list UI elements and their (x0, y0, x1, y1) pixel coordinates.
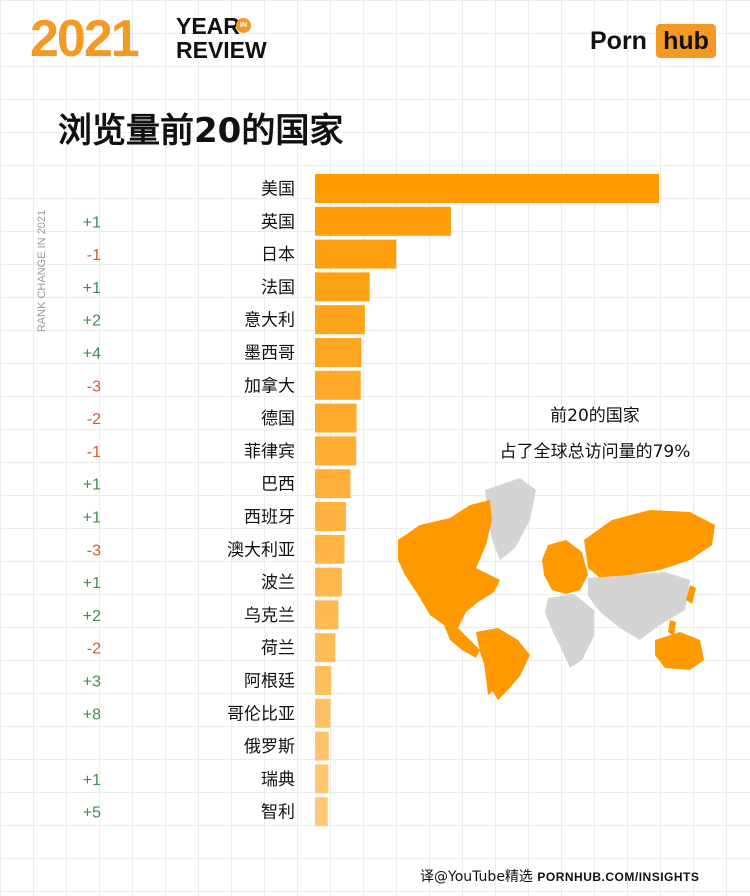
bar-16 (315, 666, 332, 695)
country-label: 法国 (261, 278, 295, 298)
country-label: 日本 (261, 245, 295, 265)
country-label: 乌克兰 (244, 606, 295, 626)
country-label: 瑞典 (261, 770, 295, 790)
rank-change-label: +2 (83, 313, 101, 330)
country-label: 澳大利亚 (227, 540, 295, 560)
bar-6 (315, 338, 362, 367)
country-label: 英国 (261, 212, 295, 232)
country-label: 德国 (261, 409, 295, 429)
country-label: 意大利 (244, 311, 295, 331)
brand-logo-porn: Porn (590, 27, 647, 55)
rank-change-label: +1 (83, 280, 101, 297)
rank-change-label: -1 (87, 444, 101, 461)
rank-change-label: +1 (83, 477, 101, 494)
map-note-line1: 前20的国家 (550, 406, 640, 426)
bar-10 (315, 469, 351, 499)
bar-11 (315, 502, 346, 531)
bar-20 (315, 797, 328, 827)
map-africa (545, 594, 594, 668)
footer-credit: 译@YouTube精选 PORNHUB.COM/INSIGHTS (420, 866, 699, 888)
bar-5 (315, 305, 365, 335)
rank-change-label: -3 (87, 378, 101, 395)
rank-change-label: -3 (87, 542, 101, 559)
bar-1 (315, 174, 659, 203)
rank-change-label: -2 (87, 411, 101, 428)
map-central-america (444, 625, 480, 658)
footer-url: PORNHUB.COM/INSIGHTS (537, 870, 700, 884)
logo-year-in-review: YEAR REVIEW (176, 13, 267, 63)
rank-change-label: +1 (83, 214, 101, 231)
map-philippines (668, 620, 676, 636)
map-note-line2: 占了全球总访问量的79% (499, 442, 691, 462)
logo-in-badge: IN (236, 18, 251, 33)
bar-8 (315, 403, 357, 433)
bar-14 (315, 600, 339, 630)
country-label: 美国 (261, 180, 295, 200)
rank-change-label: +5 (83, 805, 101, 822)
map-greenland (485, 478, 536, 560)
country-label: 俄罗斯 (244, 737, 295, 757)
brand-logo-hub: hub (656, 24, 716, 58)
map-asia (588, 572, 690, 640)
rank-change-label: +3 (83, 674, 101, 691)
country-label: 西班牙 (244, 508, 295, 528)
bar-4 (315, 272, 370, 302)
country-label: 墨西哥 (244, 344, 295, 364)
bar-15 (315, 633, 336, 663)
country-label: 哥伦比亚 (227, 704, 295, 724)
rank-change-label: +1 (83, 772, 101, 789)
rank-change-label: +1 (83, 510, 101, 527)
map-north-america (398, 500, 500, 628)
map-russia (584, 510, 715, 578)
map-south-america-cone (484, 662, 496, 695)
map-australia (655, 632, 704, 670)
country-label: 荷兰 (261, 639, 295, 659)
rank-change-label: +8 (83, 706, 101, 723)
rank-change-label: -1 (87, 247, 101, 264)
country-label: 巴西 (261, 475, 295, 495)
rank-change-label: +2 (83, 608, 101, 625)
page-title: 浏览量前20的国家 (58, 111, 344, 151)
map-south-america (476, 628, 530, 700)
country-label: 智利 (261, 803, 295, 823)
bar-2 (315, 206, 451, 236)
bar-13 (315, 567, 342, 597)
bar-3 (315, 239, 397, 269)
map-japan (686, 585, 696, 604)
country-label: 加拿大 (244, 375, 295, 396)
bar-9 (315, 436, 357, 466)
rank-change-label: -2 (87, 641, 101, 658)
country-label: 波兰 (261, 573, 295, 593)
world-map (398, 478, 715, 700)
bar-12 (315, 534, 345, 564)
country-label: 菲律宾 (244, 442, 295, 462)
bar-19 (315, 764, 329, 794)
country-label: 阿根廷 (244, 672, 295, 692)
logo-year: 2021 (30, 10, 140, 68)
bar-18 (315, 731, 329, 761)
bar-7 (315, 370, 361, 400)
map-europe (542, 540, 588, 594)
rank-change-label: +4 (83, 346, 101, 363)
rank-change-label: +1 (83, 575, 101, 592)
footer-translator: 译@YouTube精选 (420, 869, 533, 885)
bar-17 (315, 698, 331, 728)
